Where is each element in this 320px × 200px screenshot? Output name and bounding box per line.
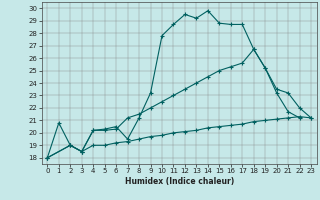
X-axis label: Humidex (Indice chaleur): Humidex (Indice chaleur) [124,177,234,186]
